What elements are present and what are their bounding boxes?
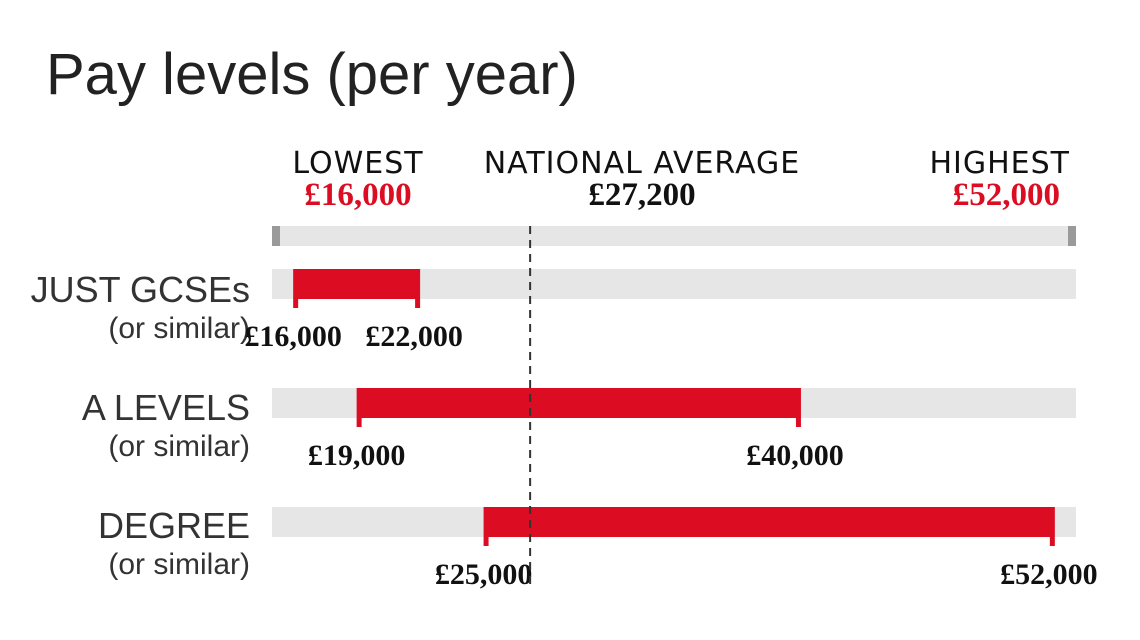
range-bar-gcses (293, 269, 421, 299)
scale-track (272, 226, 1076, 246)
lowest-label: LOWEST (292, 146, 423, 181)
category-label-gcses: JUST GCSEs (31, 269, 250, 310)
range-bar-degree (483, 507, 1055, 537)
highest-value: £52,000 (953, 177, 1060, 213)
value-label-low-a-levels: £19,000 (308, 439, 406, 472)
category-label-degree: DEGREE (98, 505, 250, 546)
range-bars (293, 269, 1055, 546)
value-label-high-degree: £52,000 (1000, 558, 1098, 591)
scale-header: LOWEST £16,000 NATIONAL AVERAGE £27,200 … (292, 146, 1070, 213)
value-label-low-degree: £25,000 (435, 558, 533, 591)
range-tick-low-degree (483, 537, 489, 546)
scale-end-left-marker (272, 226, 280, 246)
range-bar-a-levels (356, 388, 801, 418)
national-average-label: NATIONAL AVERAGE (484, 146, 801, 181)
value-labels: £16,000 £22,000 £19,000 £40,000 £25,000 £52,0… (244, 320, 1097, 591)
range-tick-low-gcses (293, 299, 299, 308)
range-tick-high-gcses (415, 299, 421, 308)
range-tick-low-a-levels (356, 418, 362, 427)
value-label-high-a-levels: £40,000 (746, 439, 844, 472)
category-sublabel-degree: (or similar) (108, 548, 250, 581)
category-labels: JUST GCSEs (or similar) A LEVELS (or sim… (31, 269, 250, 581)
national-average-value: £27,200 (588, 177, 695, 213)
category-label-a-levels: A LEVELS (82, 387, 250, 428)
chart-title: Pay levels (per year) (46, 42, 578, 107)
value-label-low-gcses: £16,000 (244, 320, 342, 353)
value-label-high-gcses: £22,000 (365, 320, 463, 353)
category-sublabel-gcses: (or similar) (108, 312, 250, 345)
range-tick-high-a-levels (795, 418, 801, 427)
highest-label: HIGHEST (929, 146, 1070, 181)
scale-end-right-marker (1068, 226, 1076, 246)
category-sublabel-a-levels: (or similar) (108, 430, 250, 463)
lowest-value: £16,000 (304, 177, 411, 213)
range-tick-high-degree (1049, 537, 1055, 546)
